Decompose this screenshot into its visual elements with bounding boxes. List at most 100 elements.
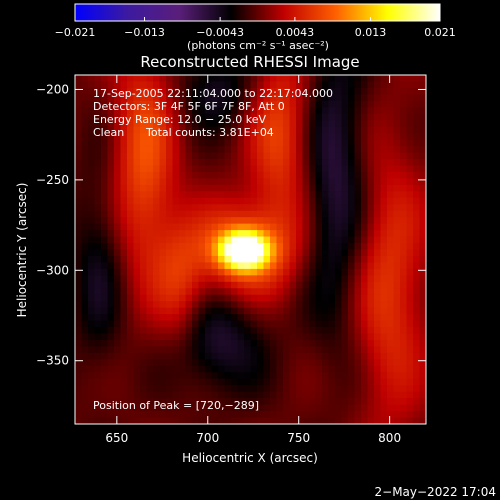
heatmap-cell — [263, 346, 271, 354]
heatmap-cell — [302, 236, 310, 244]
heatmap-cell — [172, 146, 180, 154]
heatmap-cell — [153, 255, 161, 264]
heatmap-cell — [380, 262, 388, 270]
heatmap-cell — [348, 94, 356, 102]
heatmap-cell — [400, 249, 408, 257]
heatmap-cell — [354, 268, 362, 276]
heatmap-cell — [146, 288, 154, 296]
heatmap-cell — [127, 75, 135, 83]
heatmap-cell — [81, 372, 89, 380]
heatmap-cell — [328, 365, 336, 373]
heatmap-cell — [315, 120, 323, 128]
heatmap-cell — [361, 152, 369, 160]
heatmap-cell — [133, 411, 141, 419]
heatmap-cell — [179, 294, 187, 302]
heatmap-cell — [146, 359, 154, 367]
heatmap-cell — [406, 281, 414, 289]
heatmap-cell — [153, 107, 161, 115]
heatmap-cell — [107, 359, 115, 367]
heatmap-cell — [140, 159, 148, 167]
heatmap-cell — [367, 191, 375, 199]
heatmap-cell — [393, 288, 401, 296]
heatmap-cell — [172, 107, 180, 115]
heatmap-cell — [380, 404, 388, 412]
heatmap-cell — [413, 210, 421, 218]
heatmap-cell — [140, 320, 148, 328]
heatmap-cell — [75, 327, 83, 335]
heatmap-cell — [335, 210, 343, 218]
heatmap-cell — [88, 204, 96, 212]
heatmap-cell — [302, 391, 310, 399]
heatmap-cell — [348, 230, 356, 238]
heatmap-cell — [231, 288, 239, 296]
heatmap-cell — [224, 184, 232, 192]
heatmap-cell — [179, 268, 187, 276]
heatmap-cell — [231, 268, 239, 276]
heatmap-cell — [302, 230, 310, 238]
heatmap-cell — [211, 301, 219, 309]
heatmap-cell — [354, 327, 362, 335]
heatmap-cell — [374, 230, 382, 238]
heatmap-cell — [374, 294, 382, 302]
heatmap-cell — [94, 217, 102, 225]
heatmap-cell — [146, 268, 154, 276]
heatmap-cell — [406, 359, 414, 367]
heatmap-cell — [374, 113, 382, 121]
heatmap-cell — [289, 210, 297, 218]
heatmap-cell — [367, 275, 375, 283]
heatmap-cell — [361, 236, 369, 244]
heatmap-cell — [127, 197, 135, 205]
heatmap-cell — [120, 301, 128, 309]
heatmap-cell — [185, 178, 193, 186]
heatmap-cell — [114, 294, 122, 302]
heatmap-cell — [114, 120, 122, 128]
heatmap-cell — [413, 217, 421, 225]
heatmap-cell — [166, 301, 174, 309]
heatmap-cell — [133, 404, 141, 412]
heatmap-cell — [387, 268, 395, 276]
heatmap-cell — [81, 301, 89, 309]
heatmap-cell — [341, 75, 349, 83]
heatmap-cell — [250, 100, 258, 108]
heatmap-cell — [218, 411, 226, 419]
heatmap-cell — [211, 333, 219, 341]
heatmap-cell — [192, 184, 200, 192]
heatmap-cell — [302, 417, 310, 424]
heatmap-cell — [289, 307, 297, 315]
heatmap-cell — [283, 352, 291, 360]
heatmap-cell — [179, 301, 187, 309]
heatmap-cell — [257, 307, 265, 315]
heatmap-cell — [348, 87, 356, 95]
heatmap-cell — [81, 210, 89, 218]
heatmap-cell — [153, 301, 161, 309]
heatmap-cell — [289, 365, 297, 373]
heatmap-cell — [348, 301, 356, 309]
heatmap-cell — [101, 159, 109, 167]
heatmap-cell — [101, 230, 109, 238]
heatmap-cell — [153, 243, 161, 251]
heatmap-cell — [302, 346, 310, 354]
heatmap-cell — [413, 139, 421, 147]
heatmap-cell — [218, 333, 226, 341]
heatmap-cell — [231, 126, 239, 134]
heatmap-cell — [400, 372, 408, 380]
heatmap-cell — [185, 314, 193, 322]
heatmap-cell — [328, 314, 336, 322]
heatmap-cell — [166, 339, 174, 348]
heatmap-cell — [276, 87, 284, 95]
heatmap-cell — [153, 327, 161, 335]
heatmap-cell — [335, 152, 343, 160]
heatmap-cell — [341, 126, 349, 134]
heatmap-cell — [114, 378, 122, 386]
heatmap-cell — [140, 359, 148, 367]
heatmap-cell — [244, 87, 252, 95]
heatmap-cell — [231, 133, 239, 141]
heatmap-cell — [361, 75, 369, 83]
heatmap-cell — [159, 301, 167, 309]
heatmap-cell — [114, 411, 122, 419]
heatmap-cell — [289, 133, 297, 141]
heatmap-cell — [387, 372, 395, 380]
heatmap-cell — [302, 339, 310, 348]
heatmap-cell — [179, 94, 187, 102]
heatmap-cell — [114, 133, 122, 141]
